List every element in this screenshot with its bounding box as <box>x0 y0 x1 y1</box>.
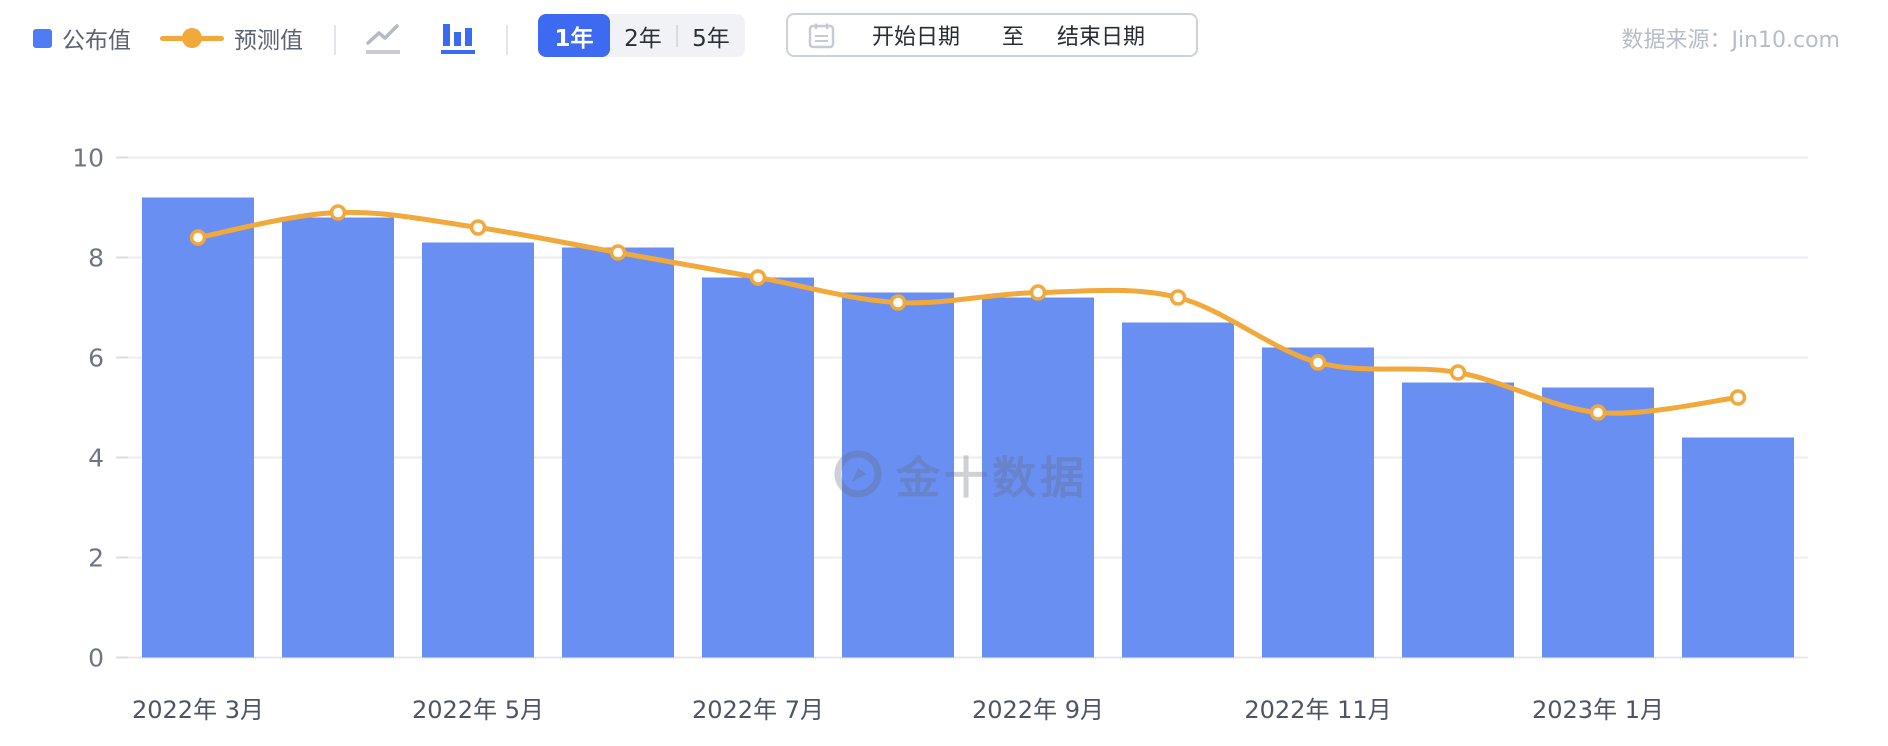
forecast-line-icon <box>160 28 224 48</box>
forecast-point-2022年 4月 <box>329 204 347 221</box>
gridlines <box>116 156 1808 659</box>
svg-text:2022年 5月: 2022年 5月 <box>412 696 544 724</box>
forecast-point-2022年 6月 <box>609 244 627 261</box>
bar-2022年 10月 <box>1122 322 1234 658</box>
line-series-forecast <box>189 204 1747 421</box>
forecast-point-2023年 1月 <box>1589 404 1607 421</box>
end-date-field[interactable]: 结束日期 <box>1057 25 1146 50</box>
svg-text:2022年 9月: 2022年 9月 <box>972 696 1104 724</box>
svg-text:2: 2 <box>88 544 104 573</box>
calendar-icon <box>808 23 835 49</box>
bar-2022年 6月 <box>562 247 674 658</box>
tab-1-year[interactable]: 1年 <box>538 14 610 57</box>
legend-forecast-label: 预测值 <box>234 28 303 54</box>
forecast-point-2023年 2月 <box>1729 389 1747 406</box>
date-range-picker[interactable]: 开始日期 至 结束日期 <box>786 13 1198 57</box>
forecast-point-2022年 10月 <box>1169 289 1187 306</box>
bar-2023年 1月 <box>1542 387 1654 658</box>
tab-2-year[interactable]: 2年 <box>624 25 662 52</box>
svg-text:2023年 1月: 2023年 1月 <box>1532 696 1664 724</box>
data-source-label: 数据来源：Jin10.com <box>1621 28 1840 53</box>
bar-2022年 8月 <box>842 292 954 658</box>
legend-published-label: 公布值 <box>62 28 131 54</box>
bar-2022年 4月 <box>282 217 394 658</box>
date-range-separator: 至 <box>1002 25 1025 50</box>
forecast-point-2022年 3月 <box>189 229 207 246</box>
bar-2022年 12月 <box>1402 382 1514 658</box>
line-chart-icon <box>366 24 400 54</box>
y-axis-labels: 0 2 4 6 8 10 <box>72 144 104 673</box>
bar-2022年 11月 <box>1262 347 1374 658</box>
svg-text:10: 10 <box>72 144 104 173</box>
forecast-point-2022年 8月 <box>889 294 907 311</box>
bar-2022年 3月 <box>142 197 254 658</box>
start-date-field[interactable]: 开始日期 <box>872 25 961 50</box>
svg-text:2022年 7月: 2022年 7月 <box>692 696 824 724</box>
x-axis-labels: 2022年 3月 2022年 5月 2022年 7月 2022年 9月 2022年 11… <box>132 696 1664 724</box>
tab-divider <box>676 24 678 47</box>
svg-text:6: 6 <box>88 344 104 373</box>
svg-text:8: 8 <box>88 244 104 273</box>
bar-2022年 9月 <box>982 297 1094 658</box>
tab-5-year[interactable]: 5年 <box>692 25 730 52</box>
bar-chart-icon <box>441 24 475 54</box>
header-divider <box>334 25 336 55</box>
forecast-point-2022年 9月 <box>1029 284 1047 301</box>
line-chart-toggle-button[interactable] <box>363 20 403 56</box>
svg-text:2022年 3月: 2022年 3月 <box>132 696 264 724</box>
legend-item-published[interactable]: 公布值 <box>33 22 131 54</box>
range-tab-group: 1年 2年 5年 <box>538 14 745 57</box>
bar-2022年 5月 <box>422 242 534 658</box>
header-divider <box>506 25 508 55</box>
published-swatch-icon <box>33 28 52 48</box>
forecast-point-2022年 12月 <box>1449 364 1467 381</box>
forecast-point-2022年 7月 <box>749 269 767 286</box>
legend-item-forecast[interactable]: 预测值 <box>160 22 303 54</box>
svg-text:4: 4 <box>88 444 104 473</box>
forecast-point-2022年 11月 <box>1309 354 1327 371</box>
bar-2023年 2月 <box>1682 437 1794 658</box>
bar-chart-toggle-button[interactable] <box>438 20 478 56</box>
bar-2022年 7月 <box>702 277 814 658</box>
svg-text:2022年 11月: 2022年 11月 <box>1244 696 1391 724</box>
bar-series-published <box>142 197 1794 658</box>
svg-text:0: 0 <box>88 644 104 673</box>
forecast-point-2022年 5月 <box>469 219 487 236</box>
